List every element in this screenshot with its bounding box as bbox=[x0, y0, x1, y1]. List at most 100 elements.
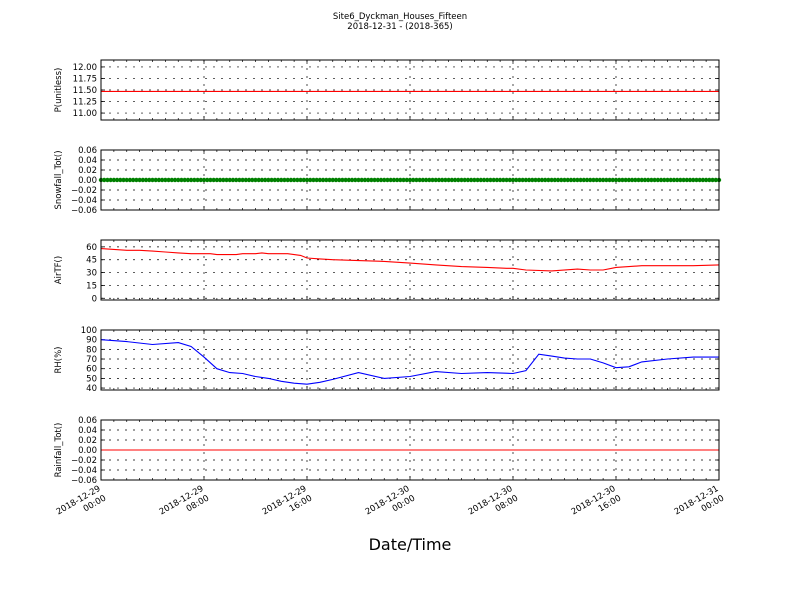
data-point bbox=[549, 177, 554, 183]
y-tick-label: 0.06 bbox=[78, 416, 97, 426]
panel-3: 60 45 30 15 0 AirTF() bbox=[54, 239, 720, 304]
data-point bbox=[108, 177, 113, 183]
data-point bbox=[411, 177, 416, 183]
data-point bbox=[150, 177, 155, 183]
data-point bbox=[391, 177, 397, 183]
y-tick-label: 0.04 bbox=[78, 156, 97, 166]
data-point bbox=[188, 177, 194, 183]
data-point bbox=[388, 177, 393, 183]
data-point bbox=[501, 177, 506, 183]
x-tick-labels: 2018-12-2900:00 2018-12-2908:00 2018-12-29… bbox=[55, 484, 726, 527]
data-point bbox=[462, 177, 467, 183]
data-point bbox=[269, 177, 274, 183]
data-point bbox=[111, 177, 117, 183]
data-point bbox=[674, 177, 680, 183]
data-point bbox=[185, 177, 191, 183]
data-point bbox=[588, 177, 593, 183]
data-point bbox=[700, 177, 706, 183]
data-point bbox=[121, 177, 126, 183]
data-point bbox=[195, 177, 200, 183]
data-point bbox=[324, 177, 329, 183]
chart-subtitle: 2018-12-31 - (2018-365) bbox=[347, 22, 452, 32]
data-point bbox=[340, 177, 345, 183]
data-point bbox=[282, 177, 287, 183]
axes-frame bbox=[100, 329, 720, 391]
y-tick-label: 0.00 bbox=[78, 446, 97, 456]
data-point bbox=[130, 177, 136, 183]
data-point bbox=[713, 177, 718, 183]
data-point bbox=[459, 177, 464, 183]
y-tick-label: 0 bbox=[92, 294, 97, 304]
data-point bbox=[308, 177, 313, 183]
data-point bbox=[507, 177, 512, 183]
y-tick-label: −0.06 bbox=[71, 476, 97, 486]
data-point bbox=[626, 177, 632, 183]
y-tick-label: 100 bbox=[81, 326, 97, 336]
data-point bbox=[491, 177, 496, 183]
data-point bbox=[662, 177, 667, 183]
data-point bbox=[404, 177, 409, 183]
data-point bbox=[124, 177, 129, 183]
data-point bbox=[427, 177, 432, 183]
data-point bbox=[691, 177, 696, 183]
data-point bbox=[327, 177, 332, 183]
axes-frame bbox=[100, 419, 720, 481]
data-point bbox=[407, 177, 413, 183]
x-tick-label: 2018-12-2900:00 bbox=[55, 484, 108, 527]
y-tick-label: 11.00 bbox=[73, 109, 97, 119]
data-point bbox=[475, 177, 480, 183]
data-point bbox=[613, 177, 619, 183]
data-point bbox=[610, 177, 615, 183]
data-point bbox=[356, 177, 361, 183]
y-tick-label: 11.75 bbox=[73, 74, 97, 84]
data-point bbox=[533, 177, 538, 183]
data-point bbox=[237, 177, 242, 183]
data-point bbox=[330, 177, 335, 183]
data-point bbox=[694, 177, 699, 183]
data-point bbox=[288, 177, 294, 183]
data-point bbox=[378, 177, 384, 183]
y-tick-label: 0.06 bbox=[78, 146, 97, 156]
data-point bbox=[134, 177, 139, 183]
data-point bbox=[233, 177, 239, 183]
data-point bbox=[456, 177, 461, 183]
data-point bbox=[243, 177, 249, 183]
data-point bbox=[114, 177, 120, 183]
y-tick-label: 12.00 bbox=[73, 63, 97, 73]
data-point bbox=[565, 177, 570, 183]
data-point bbox=[346, 177, 352, 183]
data-point bbox=[127, 177, 133, 183]
data-point bbox=[314, 177, 319, 183]
data-point bbox=[468, 177, 474, 183]
data-point bbox=[227, 177, 232, 183]
data-point bbox=[562, 177, 567, 183]
data-point bbox=[285, 177, 290, 183]
data-point bbox=[159, 177, 165, 183]
y-tick-label: 40 bbox=[86, 384, 97, 394]
data-point bbox=[417, 177, 422, 183]
data-point bbox=[494, 177, 500, 183]
panel-2: 0.060.040.020.00−0.02−0.04−0.06 Snowfall_… bbox=[54, 146, 722, 216]
data-point bbox=[205, 177, 210, 183]
data-point bbox=[710, 177, 715, 183]
data-point bbox=[262, 177, 268, 183]
axes-frame bbox=[100, 59, 720, 121]
data-point bbox=[253, 177, 258, 183]
data-point bbox=[172, 177, 178, 183]
data-point bbox=[703, 177, 709, 183]
data-point bbox=[311, 177, 316, 183]
data-point bbox=[497, 177, 503, 183]
data-point bbox=[333, 177, 339, 183]
y-tick-label: 11.50 bbox=[73, 86, 97, 96]
data-point bbox=[163, 177, 168, 183]
data-point bbox=[472, 177, 477, 183]
data-point bbox=[230, 177, 236, 183]
y-tick-label: 60 bbox=[86, 243, 97, 253]
data-point bbox=[642, 177, 648, 183]
y-tick-label: −0.06 bbox=[71, 206, 97, 216]
data-point bbox=[510, 177, 516, 183]
data-point bbox=[214, 177, 220, 183]
data-point bbox=[423, 177, 429, 183]
